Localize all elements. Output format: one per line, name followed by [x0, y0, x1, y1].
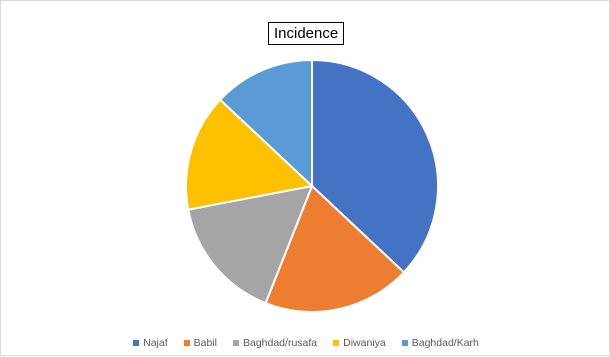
legend-swatch — [133, 340, 140, 346]
legend-label: Babil — [193, 337, 217, 349]
legend-item: Babil — [183, 337, 217, 349]
legend-item: Baghdad/Karh — [401, 337, 479, 349]
pie-slice-baghdad-rusafa — [187, 184, 314, 305]
legend-label: Baghdad/rusafa — [242, 337, 318, 349]
legend-swatch — [232, 340, 239, 346]
legend-item: Najaf — [133, 337, 168, 349]
chart-legend: Najaf Babil Baghdad/rusafa Diwaniya Baghdad/… — [1, 337, 610, 349]
legend-swatch — [333, 340, 340, 346]
legend-label: Diwaniya — [343, 337, 386, 349]
legend-item: Diwaniya — [333, 337, 386, 349]
legend-swatch — [183, 340, 190, 346]
chart-title: Incidence — [268, 22, 345, 45]
pie-slice-najaf — [311, 58, 439, 274]
legend-swatch — [401, 340, 408, 346]
pie-slice-diwaniya — [185, 98, 315, 211]
legend-label: Najaf — [143, 337, 168, 349]
legend-label: Baghdad/Karh — [411, 337, 479, 349]
pie-slice-baghdad-karh — [218, 58, 313, 189]
legend-item: Baghdad/rusafa — [232, 337, 318, 349]
